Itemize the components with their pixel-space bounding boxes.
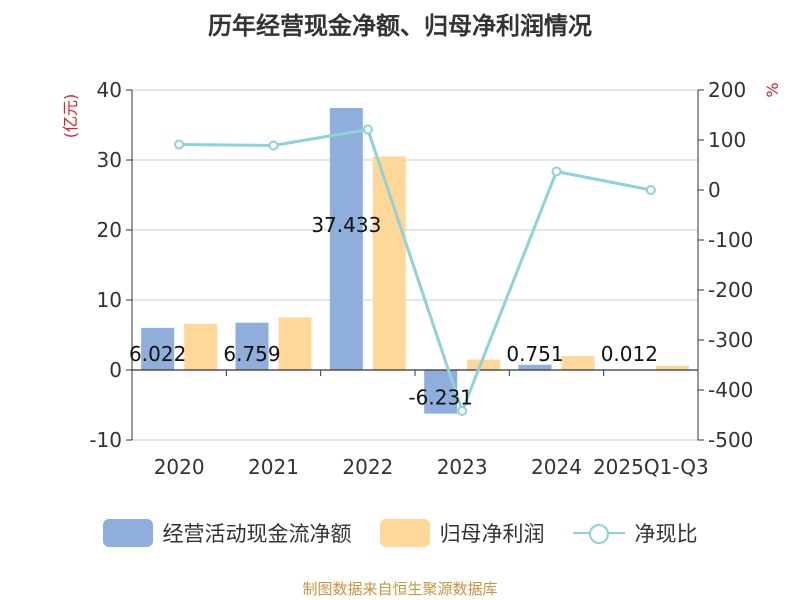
cashflow-value-label: 6.022	[129, 342, 186, 366]
source-note: 制图数据来自恒生聚源数据库	[302, 580, 498, 598]
cashflow-value-label: 0.012	[601, 342, 658, 366]
cashflow-value-label: 37.433	[311, 213, 381, 237]
right-axis-unit: %	[763, 82, 782, 97]
right-tick-label: -300	[708, 328, 753, 352]
legend-swatch-net-profit	[379, 519, 430, 547]
ratio-line	[174, 124, 656, 416]
right-tick-label: -400	[708, 378, 753, 402]
legend-item-net-profit[interactable]: 归母净利润	[379, 518, 545, 548]
legend-swatch-cashflow	[102, 519, 153, 547]
right-tick-label: -200	[708, 278, 753, 302]
legend-label-ratio: 净现比	[634, 522, 698, 546]
x-tick-label: 2021	[248, 455, 299, 479]
cashflow-value-label: -6.231	[408, 386, 472, 410]
x-tick-label: 2022	[342, 455, 393, 479]
right-tick-label: 0	[708, 178, 721, 202]
ratio-point	[362, 124, 373, 135]
x-tick-label: 2020	[154, 455, 205, 479]
axes: 403020100-102001000-100-200-300-400-500(…	[61, 78, 782, 479]
ratio-point	[174, 139, 185, 150]
bar-cashflow	[235, 322, 269, 370]
chart-title: 历年经营现金净额、归母净利润情况	[208, 12, 592, 40]
legend: 经营活动现金流净额 归母净利润 净现比	[0, 518, 800, 548]
bar-net-profit	[372, 156, 406, 370]
x-tick-label: 2024	[531, 455, 582, 479]
grid-lines	[132, 89, 698, 441]
legend-swatch-ratio	[572, 519, 625, 547]
left-tick-label: 40	[97, 78, 122, 102]
bars	[141, 107, 689, 414]
legend-item-cashflow[interactable]: 经营活动现金流净额	[102, 518, 352, 548]
data-labels: 6.022 6.759 37.433 -6.231 0.751 0.012	[129, 213, 658, 410]
bar-cashflow	[329, 107, 363, 371]
ratio-point	[551, 166, 562, 177]
cashflow-value-label: 0.751	[506, 342, 563, 366]
ratio-point	[457, 406, 468, 416]
legend-label-net-profit: 归母净利润	[439, 522, 545, 546]
bar-net-profit	[467, 359, 501, 370]
bar-net-profit	[184, 323, 218, 370]
ratio-point	[268, 140, 279, 151]
right-tick-label: -500	[708, 428, 753, 452]
bar-cashflow	[141, 327, 175, 370]
legend-item-ratio[interactable]: 净现比	[572, 518, 698, 548]
left-tick-label: 20	[97, 218, 122, 242]
x-tick-label: 2025Q1-Q3	[593, 455, 709, 479]
ratio-line-path	[179, 127, 652, 416]
left-axis-unit: (亿元)	[61, 94, 80, 139]
left-tick-label: 0	[109, 358, 122, 382]
right-tick-label: 100	[708, 128, 746, 152]
bar-cashflow	[518, 364, 552, 370]
cashflow-value-label: 6.759	[223, 342, 280, 366]
bar-net-profit	[561, 356, 595, 370]
x-tick-label: 2023	[437, 455, 488, 479]
ratio-point	[645, 185, 656, 195]
bar-net-profit	[278, 317, 312, 370]
right-tick-label: 200	[708, 78, 746, 102]
bar-net-profit	[655, 365, 689, 370]
legend-label-cashflow: 经营活动现金流净额	[162, 522, 352, 546]
right-tick-label: -100	[708, 228, 753, 252]
left-tick-label: 30	[97, 148, 122, 172]
left-tick-label: 10	[97, 288, 122, 312]
left-tick-label: -10	[89, 428, 122, 452]
